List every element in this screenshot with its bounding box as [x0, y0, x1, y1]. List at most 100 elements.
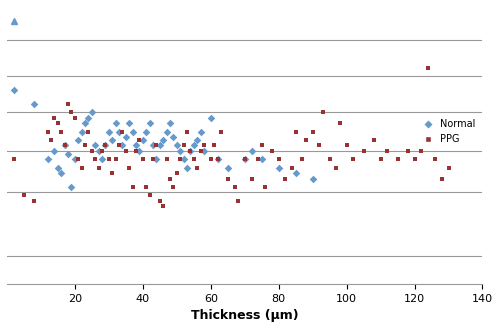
Point	[332, 165, 340, 170]
Point	[115, 129, 123, 134]
Point	[115, 143, 123, 148]
Point	[410, 157, 418, 162]
Point	[92, 143, 100, 148]
Point	[180, 143, 188, 148]
Point	[170, 184, 177, 190]
Point	[54, 165, 62, 170]
Point	[288, 165, 296, 170]
Point	[196, 148, 204, 154]
Point	[102, 143, 110, 148]
Point	[64, 151, 72, 156]
Point	[186, 148, 194, 154]
Point	[71, 157, 79, 162]
Point	[316, 143, 324, 148]
Point	[183, 165, 191, 170]
Point	[94, 148, 102, 154]
Point	[240, 157, 248, 162]
Point	[81, 143, 89, 148]
Point	[74, 157, 82, 162]
Point	[258, 157, 266, 162]
Point	[105, 129, 113, 134]
Point	[214, 157, 222, 162]
Point	[444, 165, 452, 170]
Point	[308, 129, 316, 134]
X-axis label: Thickness (μm): Thickness (μm)	[191, 309, 298, 322]
Point	[139, 157, 147, 162]
Point	[128, 184, 136, 190]
Point	[404, 148, 412, 154]
Point	[88, 110, 96, 115]
Point	[60, 143, 68, 148]
Point	[84, 115, 92, 120]
Point	[200, 143, 208, 148]
Point	[112, 121, 120, 126]
Point	[94, 165, 102, 170]
Point	[190, 157, 198, 162]
Point	[44, 129, 52, 134]
Point	[176, 157, 184, 162]
Point	[81, 121, 89, 126]
Point	[350, 157, 358, 162]
Point	[376, 157, 384, 162]
Point	[360, 148, 368, 154]
Point	[292, 129, 300, 134]
Point	[261, 184, 269, 190]
Point	[274, 157, 282, 162]
Point	[30, 198, 38, 203]
Point	[254, 157, 262, 162]
Point	[268, 148, 276, 154]
Point	[166, 176, 174, 181]
Point	[156, 198, 164, 203]
Point	[149, 157, 157, 162]
Point	[190, 143, 198, 148]
Point	[74, 137, 82, 142]
Point	[10, 157, 18, 162]
Point	[125, 121, 133, 126]
Point	[424, 65, 432, 70]
Point	[162, 129, 170, 134]
Point	[84, 129, 92, 134]
Point	[71, 115, 79, 120]
Point	[162, 157, 170, 162]
Point	[146, 121, 154, 126]
Point	[50, 148, 58, 154]
Point	[308, 176, 316, 181]
Point	[224, 176, 232, 181]
Point	[152, 143, 160, 148]
Point	[193, 137, 201, 142]
Point	[183, 129, 191, 134]
Point	[139, 137, 147, 142]
Point	[50, 115, 58, 120]
Point	[98, 157, 106, 162]
Point	[68, 110, 76, 115]
Point	[240, 157, 248, 162]
Point	[78, 129, 86, 134]
Point	[274, 165, 282, 170]
Point	[108, 170, 116, 176]
Point	[166, 121, 174, 126]
Point	[248, 148, 256, 154]
Point	[68, 184, 76, 190]
Point	[88, 148, 96, 154]
Point	[210, 143, 218, 148]
Point	[186, 148, 194, 154]
Point	[122, 148, 130, 154]
Point	[302, 137, 310, 142]
Point	[200, 148, 208, 154]
Point	[142, 129, 150, 134]
Point	[196, 129, 204, 134]
Point	[438, 176, 446, 181]
Point	[176, 148, 184, 154]
Point	[10, 88, 18, 93]
Point	[180, 157, 188, 162]
Point	[159, 204, 167, 209]
Point	[20, 192, 28, 198]
Point	[159, 137, 167, 142]
Point	[132, 143, 140, 148]
Point	[78, 165, 86, 170]
Point	[128, 129, 136, 134]
Point	[207, 157, 215, 162]
Point	[105, 157, 113, 162]
Point	[298, 157, 306, 162]
Point	[394, 157, 402, 162]
